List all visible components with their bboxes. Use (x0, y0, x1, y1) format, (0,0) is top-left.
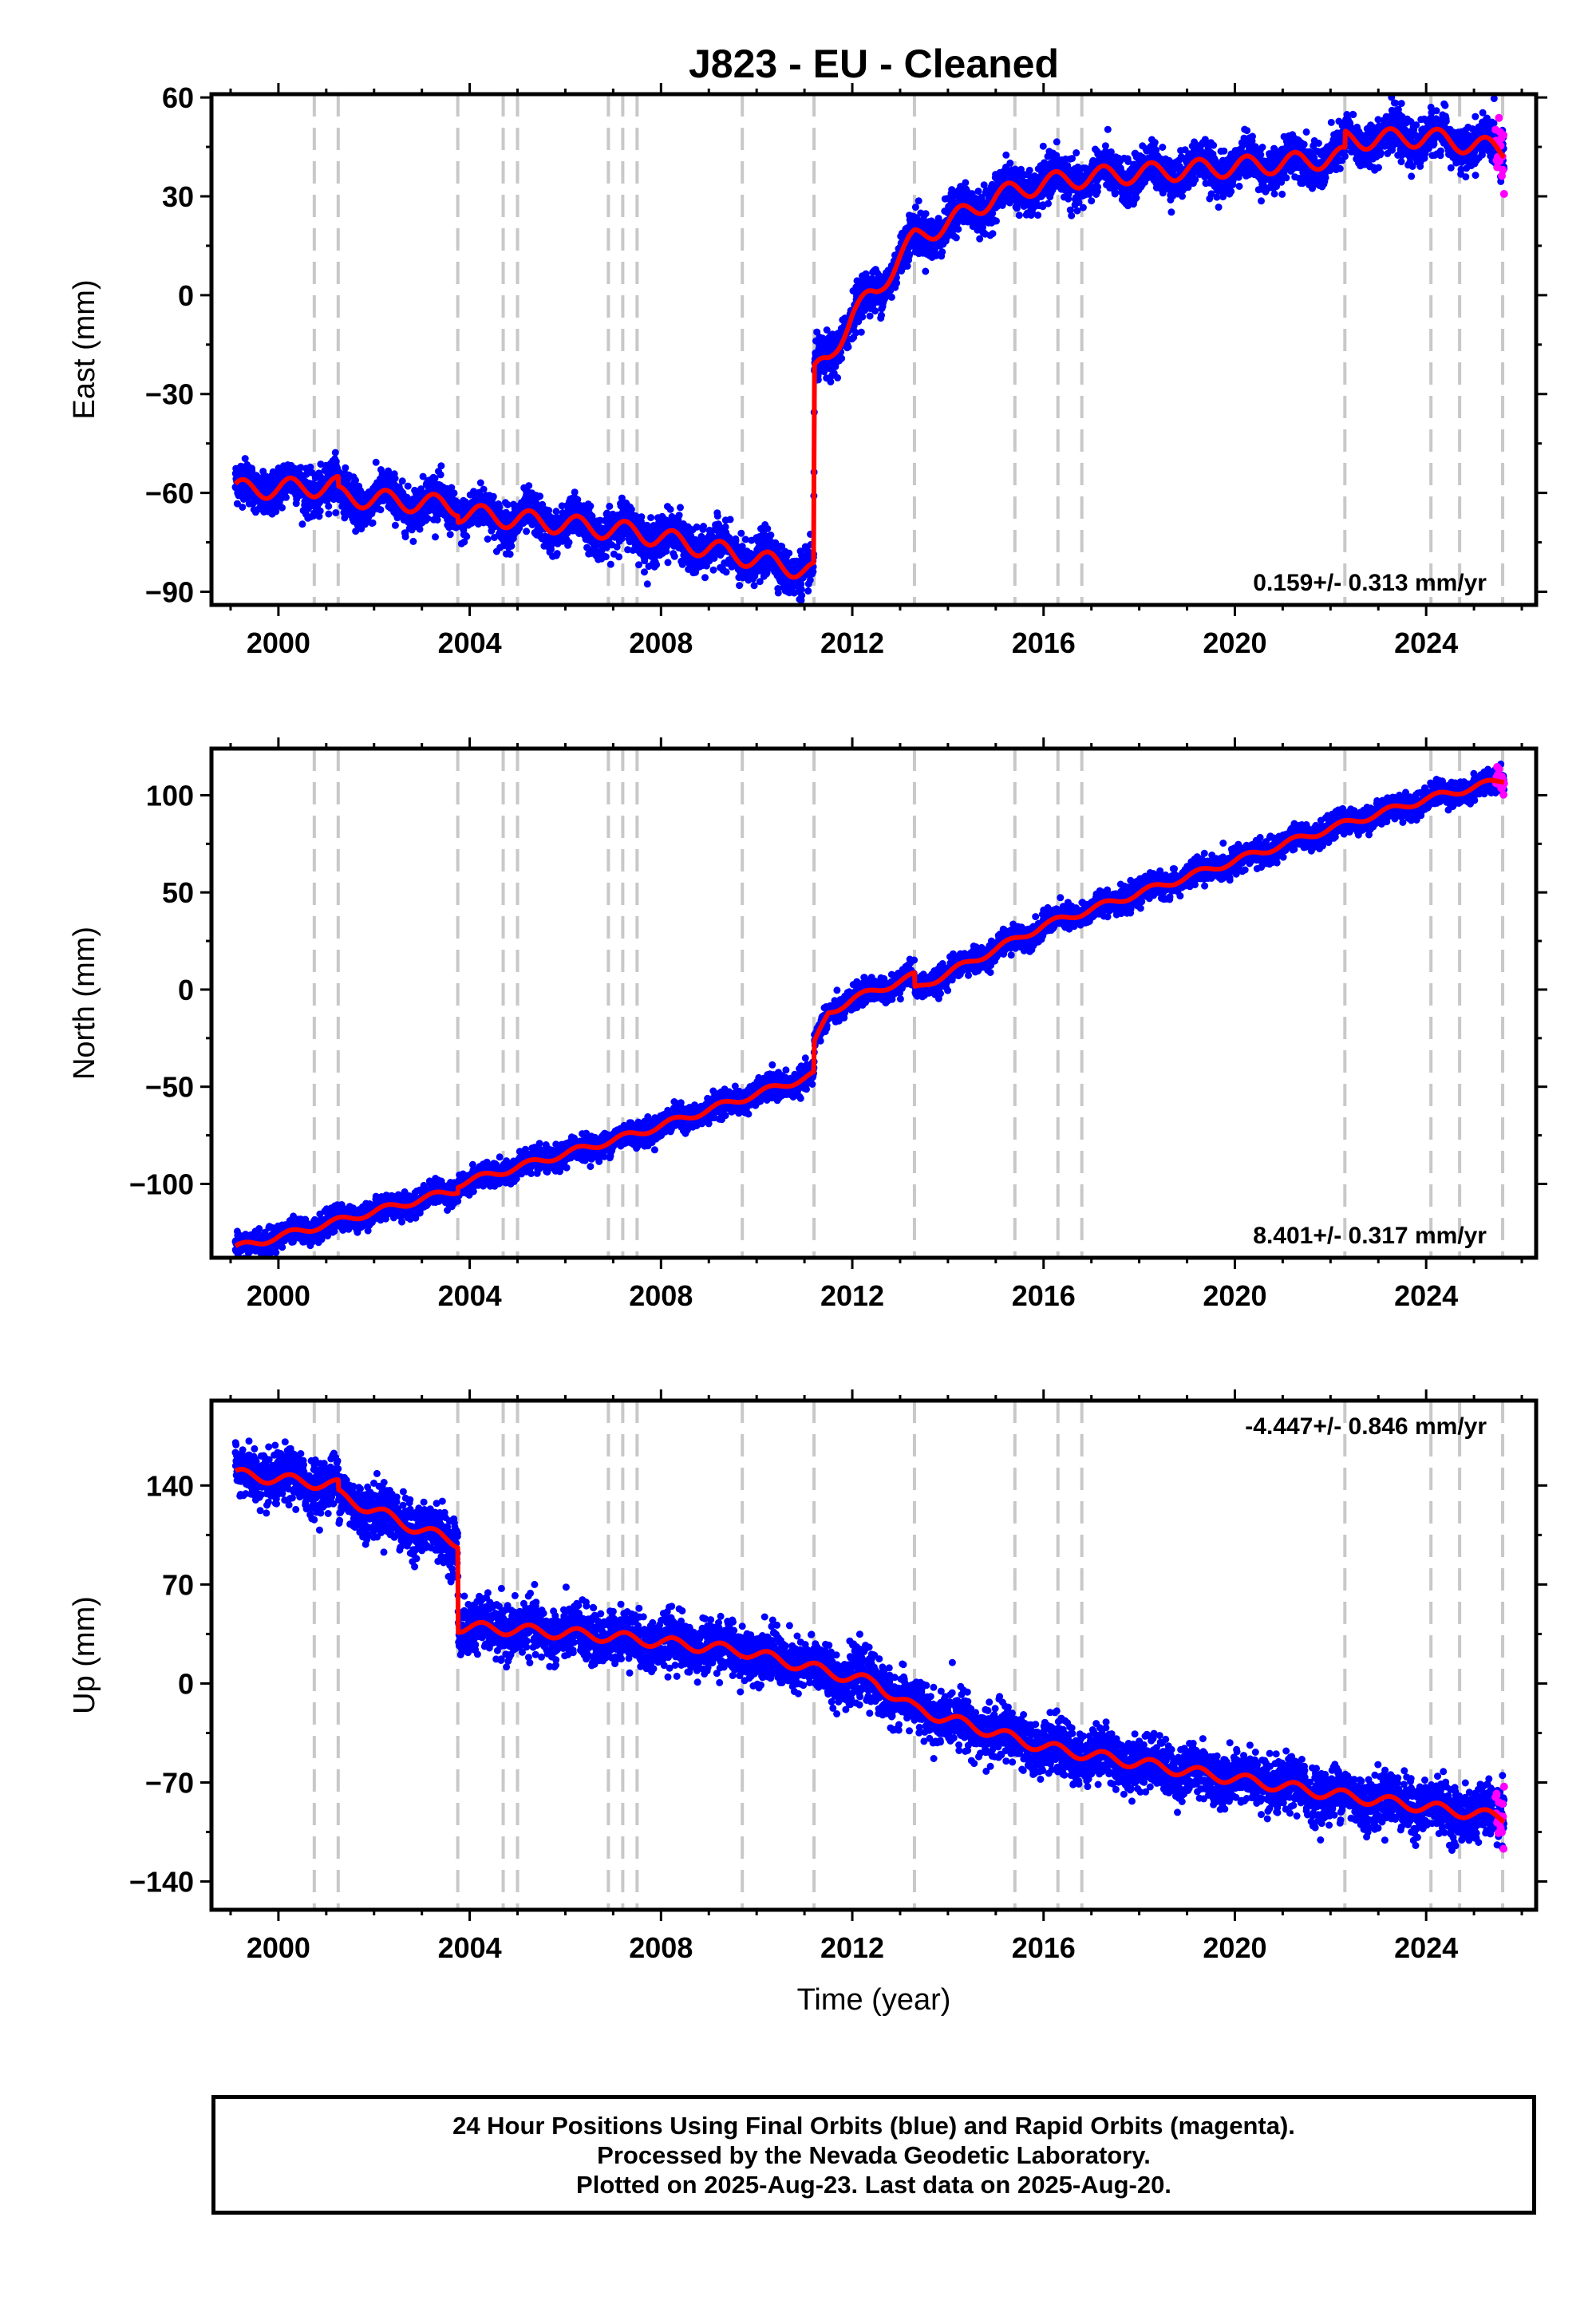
panel-frame (209, 746, 1539, 1260)
y-tick-label: 60 (162, 81, 194, 114)
y-tick-label: −30 (145, 378, 194, 411)
y-axis-label: Up (mm) (68, 1596, 101, 1714)
x-tick-label: 2004 (438, 1931, 502, 1964)
x-tick-label: 2016 (1012, 626, 1076, 659)
x-tick-label: 2000 (247, 1931, 310, 1964)
x-tick-label: 2012 (820, 626, 884, 659)
y-tick-label: 100 (146, 779, 194, 812)
y-tick-label: −100 (129, 1168, 194, 1200)
x-tick-label: 2000 (247, 626, 310, 659)
panel-plot-area (231, 1401, 1508, 1910)
y-tick-label: 50 (162, 876, 194, 909)
footer-line-orbits: 24 Hour Positions Using Final Orbits (bl… (452, 2111, 1295, 2140)
y-tick-label: 0 (178, 974, 194, 1006)
panel-frame (209, 1398, 1539, 1912)
panel-up: 2000 2004 2008 2012 2016 2020 2024 140 70 0 −70 −14… (68, 1389, 1547, 1964)
panel-plot-area (231, 749, 1508, 1258)
footer-info-box: 24 Hour Positions Using Final Orbits (bl… (211, 2095, 1536, 2215)
final-orbit-points (231, 94, 1508, 604)
footer-line-processed: Processed by the Nevada Geodetic Laborat… (597, 2140, 1151, 2169)
y-tick-label: 0 (178, 1667, 194, 1700)
model-fit-line (233, 1467, 1507, 1824)
x-tick-label: 2016 (1012, 1279, 1076, 1312)
y-tick-label: −140 (129, 1866, 194, 1899)
y-tick-label: −60 (145, 477, 194, 510)
x-tick-label: 2016 (1012, 1931, 1076, 1964)
model-fit-line (233, 777, 1507, 1248)
velocity-rate-label: -4.447+/- 0.846 mm/yr (1245, 1413, 1487, 1440)
y-tick-label: 30 (162, 180, 194, 213)
y-axis-label: East (mm) (68, 279, 101, 419)
y-tick-label: 70 (162, 1568, 194, 1601)
x-tick-label: 2004 (438, 626, 502, 659)
panel-east: 2000 2004 2008 2012 2016 2020 2024 60 30 0 −30 −60 −… (68, 81, 1547, 659)
x-tick-label: 2012 (820, 1931, 884, 1964)
final-orbit-points (231, 1437, 1508, 1854)
x-axis-label: Time (year) (797, 1983, 951, 2017)
y-tick-label: −50 (145, 1071, 194, 1104)
y-tick-label: 0 (178, 279, 194, 312)
x-tick-label: 2000 (247, 1279, 310, 1312)
chart-title: J823 - EU - Cleaned (689, 41, 1059, 86)
x-tick-label: 2012 (820, 1279, 884, 1312)
velocity-rate-label: 8.401+/- 0.317 mm/yr (1253, 1223, 1487, 1249)
x-tick-label: 2024 (1394, 626, 1458, 659)
x-tick-label: 2008 (629, 626, 693, 659)
footer-line-plotted: Plotted on 2025-Aug-23. Last data on 202… (576, 2170, 1171, 2199)
panels: 2000 2004 2008 2012 2016 2020 2024 60 30 0 −30 −60 −… (68, 81, 1547, 1964)
x-tick-label: 2008 (629, 1931, 693, 1964)
x-tick-label: 2008 (629, 1279, 693, 1312)
model-fit-line (233, 126, 1507, 580)
panel-plot-area (231, 94, 1508, 605)
x-tick-label: 2024 (1394, 1279, 1458, 1312)
x-tick-label: 2020 (1203, 1931, 1266, 1964)
panel-frame (209, 92, 1539, 607)
y-tick-label: 140 (146, 1469, 194, 1502)
x-tick-label: 2020 (1203, 1279, 1266, 1312)
velocity-rate-label: 0.159+/- 0.313 mm/yr (1253, 570, 1487, 596)
y-tick-label: −70 (145, 1767, 194, 1800)
x-tick-label: 2024 (1394, 1931, 1458, 1964)
x-tick-label: 2020 (1203, 626, 1266, 659)
panel-north: 2000 2004 2008 2012 2016 2020 2024 100 50 0 −50 −10… (68, 737, 1547, 1312)
y-axis-label: North (mm) (68, 927, 101, 1080)
y-tick-label: −90 (145, 575, 194, 608)
x-tick-label: 2004 (438, 1279, 502, 1312)
time-series-plot: J823 - EU - Cleaned 2000 2004 2008 2012 2016… (68, 41, 1547, 2017)
